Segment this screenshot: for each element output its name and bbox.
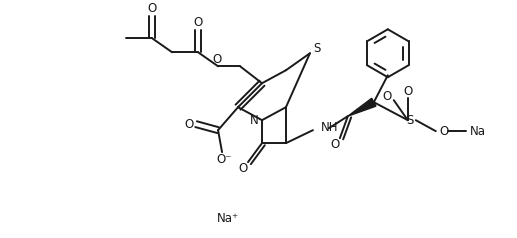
Text: O: O	[193, 16, 203, 29]
Text: S: S	[406, 114, 414, 127]
Text: S: S	[313, 42, 321, 55]
Polygon shape	[348, 98, 376, 116]
Text: O: O	[147, 2, 157, 15]
Text: O: O	[382, 90, 391, 103]
Text: O: O	[212, 53, 222, 66]
Text: O: O	[330, 138, 340, 151]
Text: Na: Na	[470, 125, 485, 138]
Text: O: O	[440, 125, 449, 138]
Text: N: N	[250, 114, 258, 127]
Text: NH: NH	[321, 121, 339, 134]
Text: Na⁺: Na⁺	[217, 212, 239, 224]
Text: O: O	[238, 162, 248, 175]
Text: O: O	[403, 85, 413, 98]
Text: O: O	[185, 118, 194, 131]
Text: O⁻: O⁻	[216, 153, 232, 166]
